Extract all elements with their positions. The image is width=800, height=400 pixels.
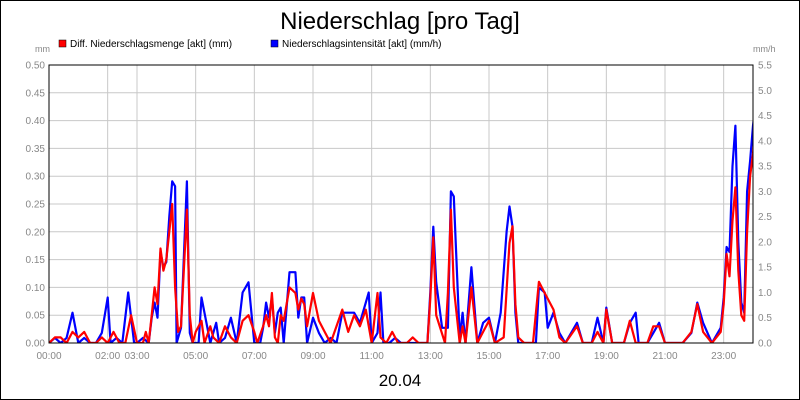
y-right-tick-label: 3.5 (758, 162, 772, 173)
y-right-tick-label: 2.0 (758, 237, 772, 248)
y-left-tick-label: 0.35 (26, 144, 46, 155)
grid (48, 64, 753, 344)
x-tick-label: 03:00 (124, 351, 149, 362)
y-left-tick-label: 0.15 (26, 255, 46, 266)
y-right-tick-label: 5.5 (758, 61, 772, 72)
legend: Diff. Niederschlagsmenge [akt] (mm) Nied… (58, 39, 442, 50)
y-right-tick-label: 4.0 (758, 136, 772, 147)
y-right-tick-label: 2.5 (758, 212, 772, 223)
x-tick-label: 15:00 (476, 351, 501, 362)
right-axis-unit: mm/h (753, 44, 776, 54)
y-right-tick-label: 5.0 (758, 86, 772, 97)
x-tick-label: 09:00 (300, 351, 325, 362)
x-tick-label: 17:00 (535, 351, 560, 362)
legend-swatch-blue (270, 39, 279, 48)
y-right-tick-label: 1.5 (758, 263, 772, 274)
y-left-tick-label: 0.40 (26, 116, 46, 127)
x-tick-label: 05:00 (183, 351, 208, 362)
x-tick-label: 11:00 (360, 351, 385, 362)
x-tick-label: 02:00 (95, 351, 120, 362)
y-left-tick-label: 0.00 (26, 339, 46, 350)
y-right-tick-label: 1.0 (758, 288, 772, 299)
series-lines (49, 116, 753, 343)
x-tick-label: 23:00 (711, 351, 736, 362)
legend-label-intensity: Niederschlagsintensität [akt] (mm/h) (282, 39, 442, 50)
series-amount-line (49, 137, 753, 343)
x-tick-label: 07:00 (242, 351, 267, 362)
y-left-tick-label: 0.25 (26, 200, 46, 211)
x-tick-label: 13:00 (418, 351, 443, 362)
chart-title: Niederschlag [pro Tag] (280, 8, 520, 35)
y-left-tick-label: 0.50 (26, 61, 46, 72)
x-tick-label: 21:00 (652, 351, 677, 362)
y-right-tick-label: 4.5 (758, 111, 772, 122)
legend-label-amount: Diff. Niederschlagsmenge [akt] (mm) (70, 39, 232, 50)
series-intensity-line (49, 116, 753, 343)
x-tick-label: 00:00 (36, 351, 61, 362)
x-axis-date-label: 20.04 (379, 371, 422, 390)
y-left-tick-label: 0.45 (26, 88, 46, 99)
y-left-tick-label: 0.05 (26, 311, 46, 322)
x-tick-label: 19:00 (594, 351, 619, 362)
x-axis-labels: 00:00 02:00 03:00 05:00 07:00 09:00 11:00 13:00… (36, 351, 736, 362)
y-right-tick-label: 0.0 (758, 339, 772, 350)
y-axis-left-labels: 0.00 0.05 0.10 0.15 0.20 0.25 0.30 0.35 0.40 0.45… (26, 61, 46, 350)
y-right-tick-label: 3.0 (758, 187, 772, 198)
left-axis-unit: mm (35, 44, 50, 54)
y-left-tick-label: 0.10 (26, 283, 46, 294)
plot-area-border (48, 64, 754, 344)
y-axis-right-labels: 0.0 0.5 1.0 1.5 2.0 2.5 3.0 3.5 4.0 4.5 5.0 5.5 (758, 61, 772, 350)
y-left-tick-label: 0.30 (26, 172, 46, 183)
legend-swatch-red (58, 39, 67, 48)
y-left-tick-label: 0.20 (26, 227, 46, 238)
y-right-tick-label: 0.5 (758, 313, 772, 324)
